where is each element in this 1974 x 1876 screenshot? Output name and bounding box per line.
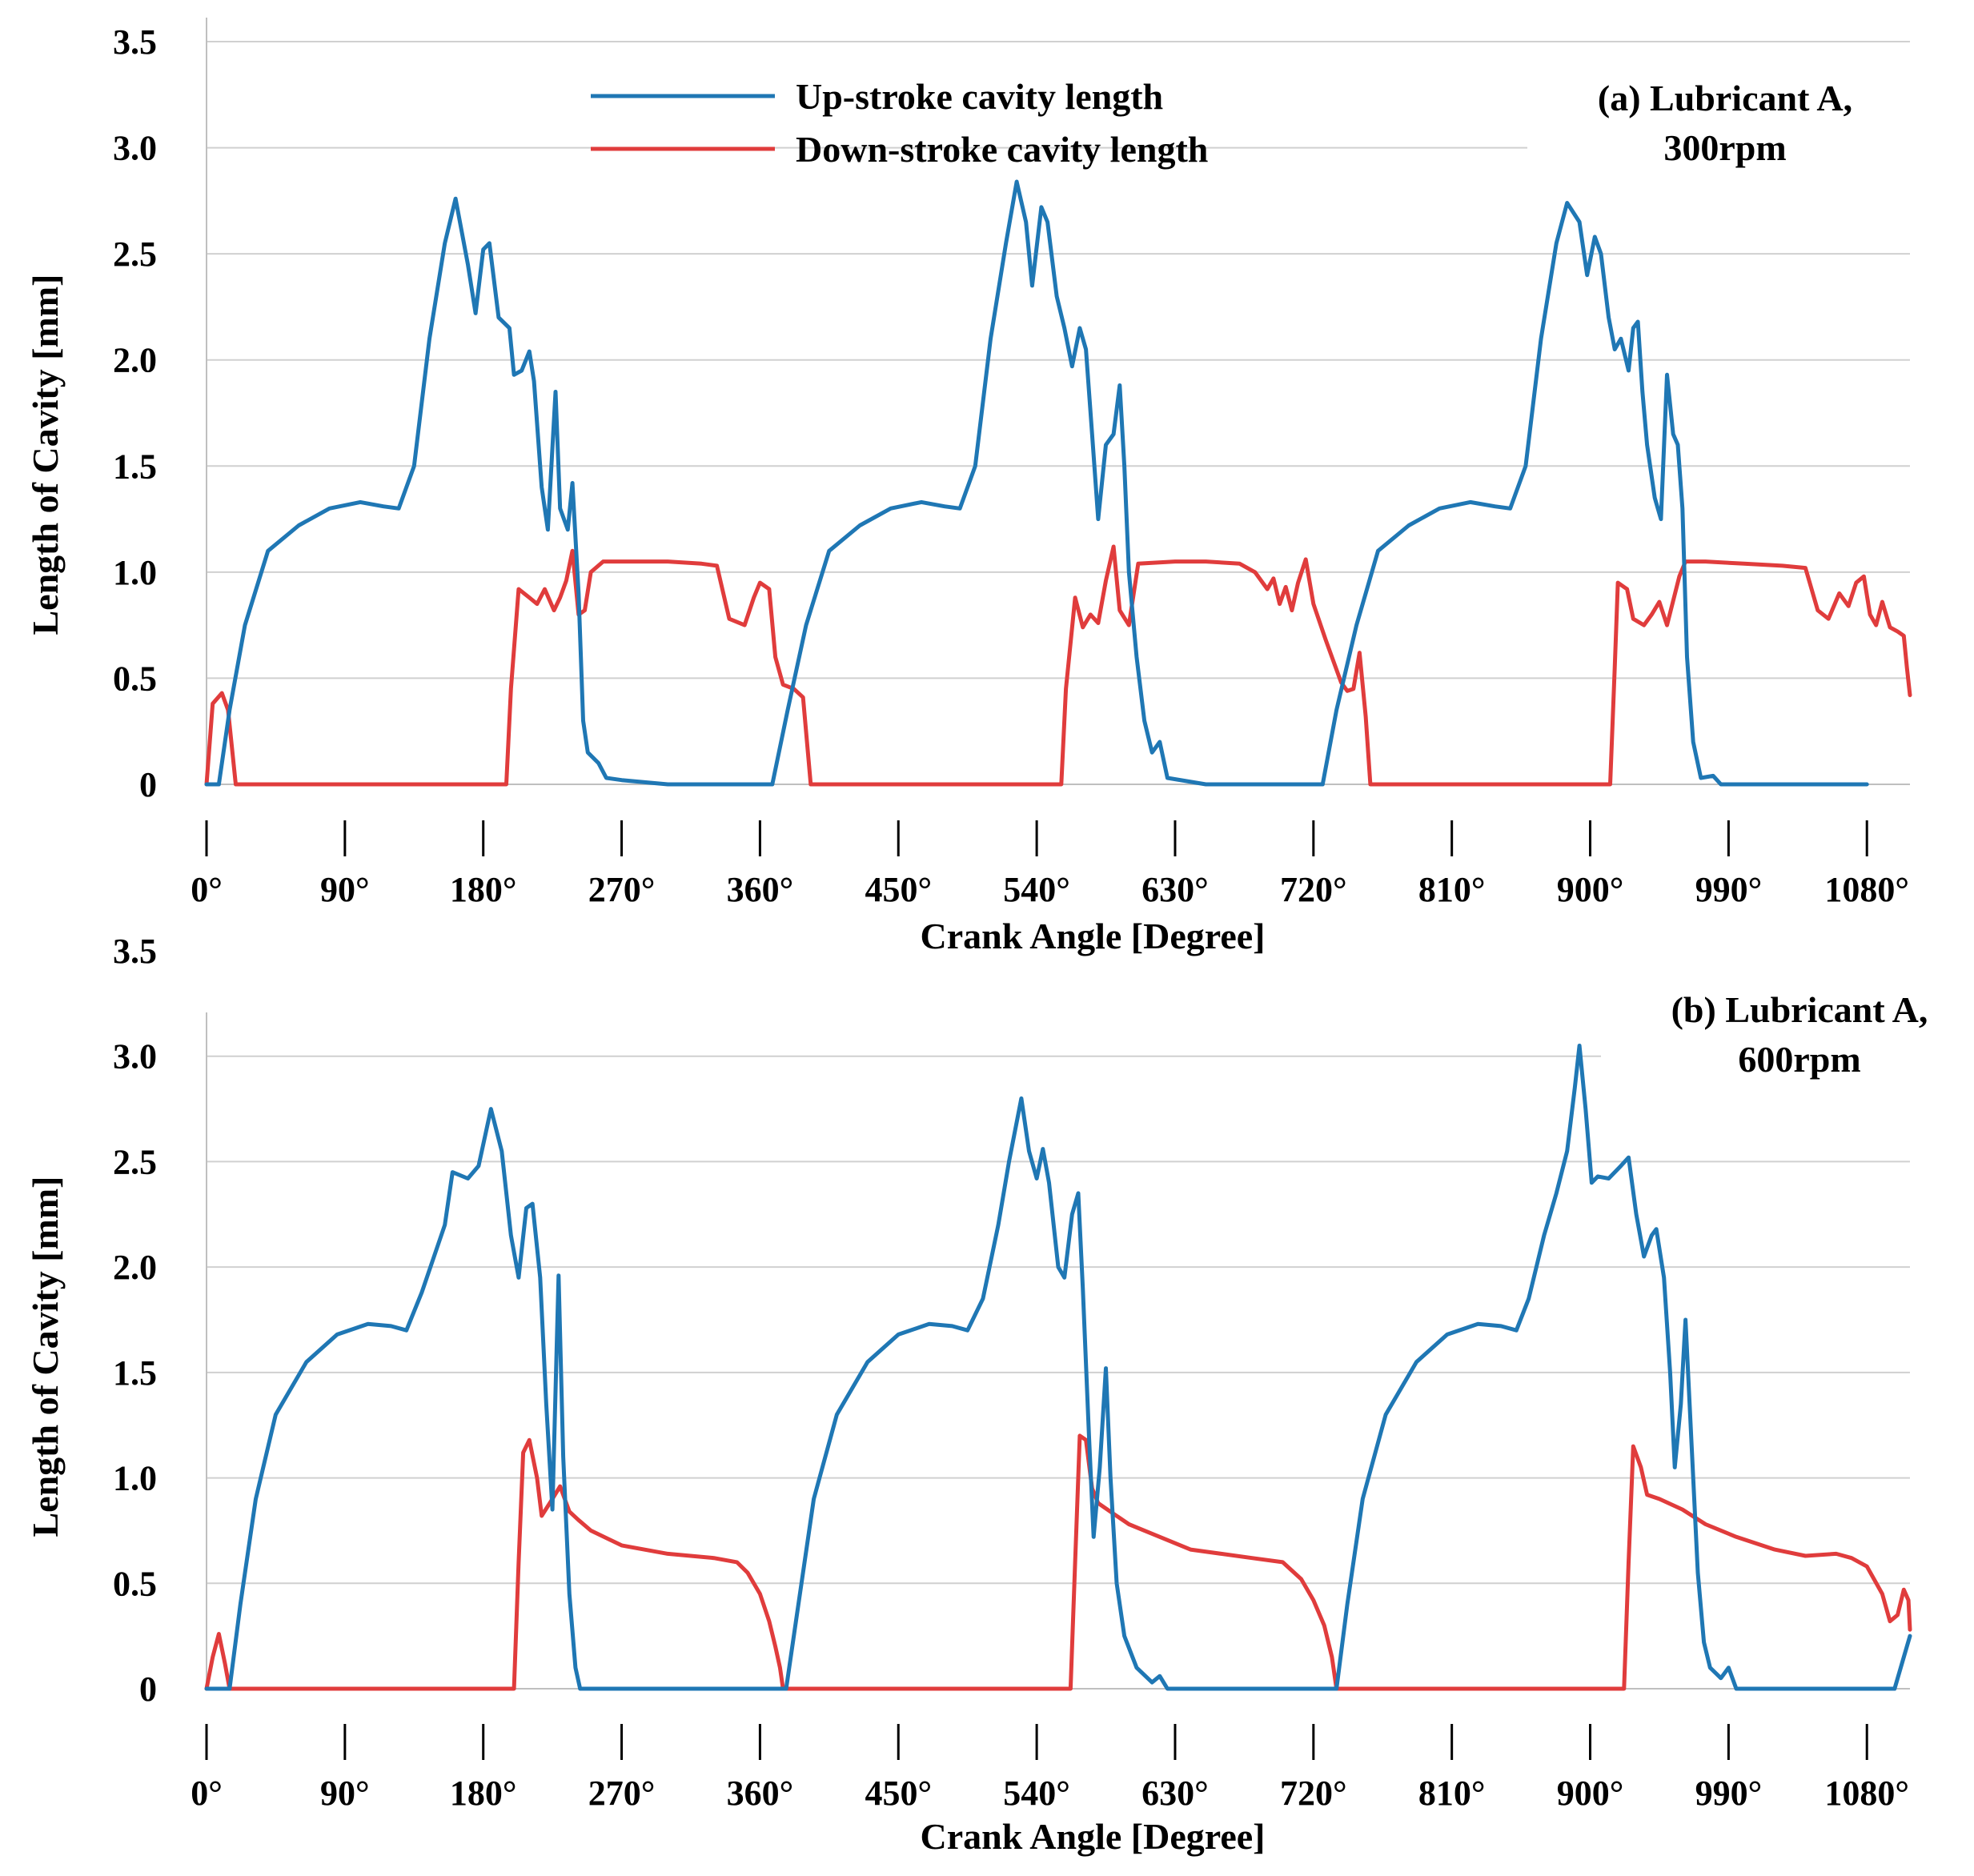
panel-a-y-tick-label: 0.5 (113, 659, 157, 698)
panel-b-x-tick-label: 720° (1280, 1774, 1347, 1813)
panel-b-y-axis-title: Length of Cavity [mm] (25, 1177, 66, 1537)
panel-a-x-axis-title: Crank Angle [Degree] (921, 916, 1266, 956)
panel-b-y-tick-label: 0 (139, 1670, 157, 1709)
panel-b-label-line2: 600rpm (1738, 1039, 1860, 1080)
panel-b-label-line1: (b) Lubricant A, (1671, 989, 1928, 1030)
panel-b-series (204, 1044, 1912, 1691)
legend-down-label: Down-stroke cavity length (796, 129, 1208, 170)
panel-b-x-tick-label: 0° (191, 1774, 223, 1813)
panel-a-x-tick-label: 630° (1141, 870, 1209, 909)
panel-a-x-tick-label: 180° (450, 870, 517, 909)
panel-b-x-tick-label: 90° (320, 1774, 370, 1813)
panel-b-x-tick-label: 360° (727, 1774, 794, 1813)
panel-a-label-line1: (a) Lubricant A, (1598, 78, 1852, 118)
panel-a-chart: 0 0.5 1.0 1.5 2.0 2.5 3.0 3.5 0° 90° 180° 270° 360°… (25, 18, 1912, 956)
panel-a-y-tick-label: 2.5 (113, 234, 157, 274)
panel-a-y-tick-label: 0 (139, 765, 157, 804)
panel-b-x-tick-label: 1080° (1824, 1774, 1909, 1813)
panel-b-chart: 0 0.5 1.0 1.5 2.0 2.5 3.0 3.5 0° 90° 180° 270° 360°… (25, 932, 1928, 1857)
panel-b-x-tick-label: 450° (865, 1774, 932, 1813)
panel-a-label-line2: 300rpm (1663, 127, 1786, 168)
panel-b-x-tick-labels: 0° 90° 180° 270° 360° 450° 540° 630° 720° 810° 900… (191, 1774, 1909, 1813)
panel-a-x-tick-label: 720° (1280, 870, 1347, 909)
panel-b-y-tick-label: 1.5 (113, 1353, 157, 1393)
panel-b-x-tick-label: 540° (1003, 1774, 1070, 1813)
panel-b-grid (206, 1012, 1910, 1690)
panel-a-x-tick-label: 990° (1695, 870, 1763, 909)
panel-b-x-tick-label: 990° (1695, 1774, 1763, 1813)
panel-a-x-tick-label: 270° (588, 870, 656, 909)
panel-a-x-tick-label: 360° (727, 870, 794, 909)
panel-a-x-tick-label: 450° (865, 870, 932, 909)
panel-b-x-tick-label: 810° (1418, 1774, 1486, 1813)
panel-a-down-stroke-line (204, 544, 1912, 787)
panel-a-x-tick-label: 900° (1557, 870, 1624, 909)
panel-a-x-tick-label: 540° (1003, 870, 1070, 909)
panel-a-y-tick-label: 1.0 (113, 553, 157, 592)
panel-b-y-tick-label: 3.0 (113, 1037, 157, 1076)
panel-a-y-tick-label: 3.0 (113, 129, 157, 168)
panel-b-y-tick-labels: 0 0.5 1.0 1.5 2.0 2.5 3.0 3.5 (113, 932, 157, 1709)
panel-b-y-tick-label: 1.0 (113, 1459, 157, 1498)
panel-a-x-tick-label: 0° (191, 870, 223, 909)
panel-b-down-stroke-line (204, 1433, 1912, 1691)
panel-b-x-tick-label: 270° (588, 1774, 656, 1813)
panel-a-y-tick-label: 1.5 (113, 447, 157, 486)
panel-a-y-tick-label: 3.5 (113, 22, 157, 62)
panel-b-y-tick-label: 3.5 (113, 932, 157, 971)
panel-a-y-tick-label: 2.0 (113, 341, 157, 380)
panel-a-up-stroke-line (204, 179, 1869, 787)
panel-a-x-tick-label: 810° (1418, 870, 1486, 909)
panel-b-y-tick-label: 2.0 (113, 1248, 157, 1287)
panel-b-up-stroke-line (204, 1044, 1912, 1691)
panel-a-x-tick-label: 90° (320, 870, 370, 909)
panel-b-x-tick-label: 630° (1141, 1774, 1209, 1813)
panel-a-x-tick-labels: 0° 90° 180° 270° 360° 450° 540° 630° 720° 810° 900… (191, 870, 1909, 909)
panel-b-x-tick-label: 180° (450, 1774, 517, 1813)
panel-a-y-axis-title: Length of Cavity [mm] (25, 275, 66, 635)
panel-b-y-tick-label: 0.5 (113, 1564, 157, 1603)
panel-b-x-tick-label: 900° (1557, 1774, 1624, 1813)
panel-a-x-ticks (205, 820, 1868, 856)
panel-a-x-tick-label: 1080° (1824, 870, 1909, 909)
panel-b-x-ticks (205, 1724, 1868, 1760)
panel-b-y-tick-label: 2.5 (113, 1142, 157, 1181)
legend-up-label: Up-stroke cavity length (796, 76, 1163, 117)
legend: Up-stroke cavity length Down-stroke cavi… (591, 76, 1208, 170)
panel-b-x-axis-title: Crank Angle [Degree] (921, 1816, 1266, 1857)
panel-a-series (204, 179, 1912, 787)
panel-a-y-tick-labels: 0 0.5 1.0 1.5 2.0 2.5 3.0 3.5 (113, 22, 157, 804)
